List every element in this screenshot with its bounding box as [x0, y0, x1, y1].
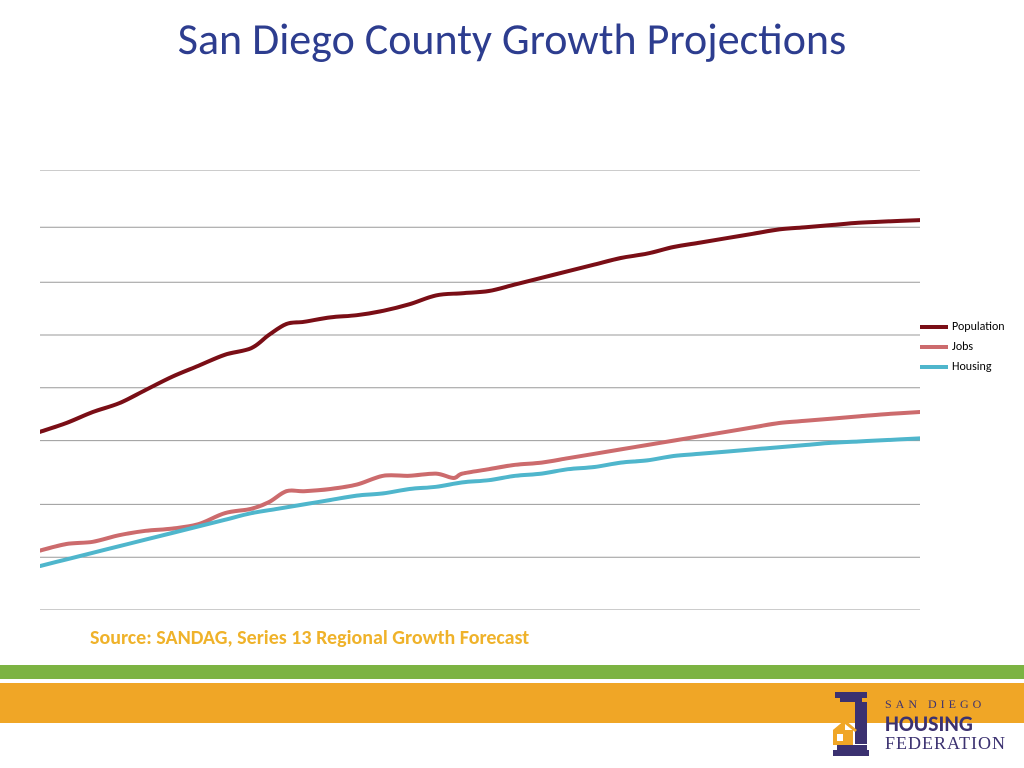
sdhf-logo: SAN DIEGO HOUSING FEDERATION — [827, 690, 1006, 760]
sdhf-logo-mark — [827, 690, 873, 760]
sdhf-logo-text: SAN DIEGO HOUSING FEDERATION — [885, 697, 1006, 754]
legend-item-population: Population — [920, 320, 1020, 334]
legend-swatch — [920, 325, 948, 329]
legend-swatch — [920, 345, 948, 349]
series-population — [40, 220, 920, 432]
slide-title: San Diego County Growth Projections — [0, 14, 1024, 65]
legend-label: Population — [952, 320, 1005, 334]
logo-line-3: FEDERATION — [885, 733, 1006, 754]
legend-label: Housing — [952, 360, 992, 374]
legend-item-jobs: Jobs — [920, 340, 1020, 354]
legend-item-housing: Housing — [920, 360, 1020, 374]
series-housing — [40, 438, 920, 566]
projections-line-chart — [40, 170, 920, 610]
footer-band — [0, 665, 1024, 679]
legend-swatch — [920, 365, 948, 369]
chart-svg — [40, 170, 920, 610]
legend-label: Jobs — [952, 340, 973, 354]
source-caption: Source: SANDAG, Series 13 Regional Growt… — [90, 626, 529, 650]
chart-legend: Population Jobs Housing — [920, 320, 1020, 380]
